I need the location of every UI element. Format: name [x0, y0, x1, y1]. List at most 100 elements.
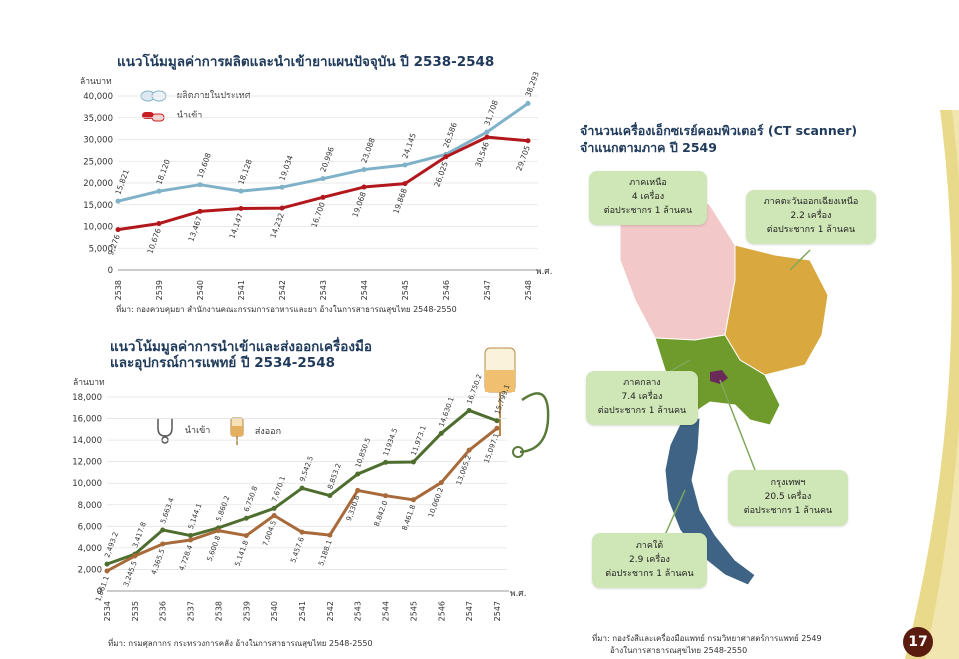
data-label: 15,799.1 — [493, 383, 511, 415]
callout-bangkok-unit: ต่อประชากร 1 ล้านคน — [743, 506, 833, 516]
data-point — [484, 129, 490, 135]
data-point — [484, 134, 490, 140]
iv-stethoscope-illustration — [484, 347, 550, 458]
data-point — [525, 100, 531, 106]
y-tick-label: 6,000 — [78, 522, 102, 532]
data-point — [361, 167, 367, 173]
data-point — [115, 198, 121, 204]
y-tick-label: 35,000 — [83, 114, 113, 124]
map-region-south — [664, 417, 756, 586]
data-point — [410, 497, 416, 503]
chart2-title: แนวโน้มมูลค่าการนำเข้าและส่งออกเครื่องมื… — [110, 339, 372, 355]
data-point — [104, 561, 110, 567]
callout-northeast-name: ภาคตะวันออกเฉียงเหนือ — [763, 197, 859, 207]
data-point — [188, 533, 194, 539]
data-label: 4,365.5 — [150, 548, 167, 576]
data-point — [279, 205, 285, 211]
data-point — [156, 221, 162, 227]
y-tick-label: 5,000 — [89, 244, 113, 254]
callout-north-unit: ต่อประชากร 1 ล้านคน — [603, 206, 693, 216]
callout-south: ภาคใต้ 2.9 เครื่อง ต่อประชากร 1 ล้านคน — [592, 533, 707, 588]
chart2-ylabel: ล้านบาท — [73, 378, 105, 388]
data-point — [132, 553, 138, 559]
data-point — [525, 138, 531, 144]
data-point — [320, 194, 326, 200]
x-tick-label: 2543 — [354, 601, 363, 621]
chart1-plot: 0 5,000 10,000 15,000 20,000 25,000 30,000 35,0… — [83, 70, 541, 300]
data-point — [355, 487, 361, 493]
data-point — [438, 480, 444, 486]
data-point — [383, 459, 389, 465]
x-tick-label: 2542 — [326, 601, 335, 621]
callout-central-name: ภาคกลาง — [623, 378, 661, 388]
data-label: 5,663.4 — [159, 496, 176, 524]
x-tick-label: 2540 — [196, 280, 205, 300]
map-source: ที่มา: กองรังสีและเครื่องมือแพทย์ กรมวิท… — [592, 634, 822, 643]
data-point — [271, 505, 277, 511]
data-point — [115, 227, 121, 233]
chart2-legend-export-label: ส่งออก — [254, 426, 282, 437]
y-tick-label: 25,000 — [83, 157, 113, 167]
data-point — [299, 485, 305, 491]
callout-south-name: ภาคใต้ — [635, 541, 664, 551]
data-point — [466, 407, 472, 413]
data-point — [104, 568, 110, 574]
x-tick-label: 2543 — [319, 280, 328, 300]
y-tick-label: 0 — [97, 587, 102, 597]
chart1-source: ที่มา: กองควบคุมยา สำนักงานคณะกรรมการอาห… — [116, 305, 457, 314]
data-label: 16,750.2 — [466, 373, 484, 405]
chart2-title-line2: และอุปกรณ์การแพทย์ ปี 2534-2548 — [110, 355, 335, 371]
chart2-xlabel: พ.ศ. — [510, 589, 527, 599]
data-point — [197, 208, 203, 214]
data-point — [160, 541, 166, 547]
data-point — [327, 493, 333, 499]
data-point — [494, 418, 500, 424]
data-point — [271, 513, 277, 519]
x-tick-label: 2541 — [237, 280, 246, 300]
data-point — [243, 533, 249, 539]
x-tick-label: 2534 — [103, 601, 112, 621]
data-label: 5,600.8 — [206, 535, 223, 563]
x-tick-label: 2540 — [270, 601, 279, 621]
y-tick-label: 2,000 — [78, 565, 102, 575]
chart2-legend-export: ส่งออก — [228, 416, 281, 446]
data-point — [410, 459, 416, 465]
callout-bangkok-name: กรุงเทพฯ — [770, 478, 806, 488]
y-tick-label: 14,000 — [72, 436, 102, 446]
data-point — [156, 188, 162, 194]
y-tick-label: 15,000 — [83, 201, 113, 211]
y-tick-label: 10,000 — [72, 479, 102, 489]
data-label: 2,493.2 — [103, 531, 120, 559]
pill-icon — [140, 90, 167, 101]
y-tick-label: 0 — [108, 266, 113, 276]
x-tick-label: 2539 — [155, 280, 164, 300]
callout-south-value: 2.9 เครื่อง — [629, 555, 670, 565]
data-label: 11934.5 — [382, 427, 399, 457]
data-label: 3,245.5 — [122, 560, 139, 588]
data-label: 9,542.5 — [298, 455, 315, 483]
x-tick-label: 2539 — [242, 601, 251, 621]
x-tick-label: 2538 — [114, 280, 123, 300]
data-label: 6,750.8 — [243, 485, 260, 513]
data-point — [299, 529, 305, 535]
data-point — [160, 527, 166, 533]
x-tick-label: 2544 — [360, 280, 369, 300]
callout-central-unit: ต่อประชากร 1 ล้านคน — [597, 406, 687, 416]
chart1-title: แนวโน้มมูลค่าการผลิตและนำเข้ายาแผนปัจจุบ… — [117, 54, 495, 70]
y-tick-label: 8,000 — [78, 501, 102, 511]
chart1-legend-import: นำเข้า — [140, 108, 202, 123]
data-point — [438, 430, 444, 436]
data-label: 5,188.1 — [317, 539, 334, 567]
x-tick-label: 2545 — [409, 601, 418, 621]
data-point — [188, 537, 194, 543]
map-source-line2: อ้างในการสาธารณสุขไทย 2548-2550 — [610, 646, 748, 655]
data-label: 8,461.8 — [401, 504, 418, 532]
data-label: 7,670.1 — [271, 475, 288, 503]
callout-north-name: ภาคเหนือ — [629, 178, 667, 188]
callout-central-value: 7.4 เครื่อง — [621, 392, 663, 402]
callout-bangkok: กรุงเทพฯ 20.5 เครื่อง ต่อประชากร 1 ล้านค… — [728, 470, 848, 526]
data-point — [494, 425, 500, 431]
x-tick-label: 2541 — [298, 601, 307, 621]
y-tick-label: 10,000 — [83, 223, 113, 233]
